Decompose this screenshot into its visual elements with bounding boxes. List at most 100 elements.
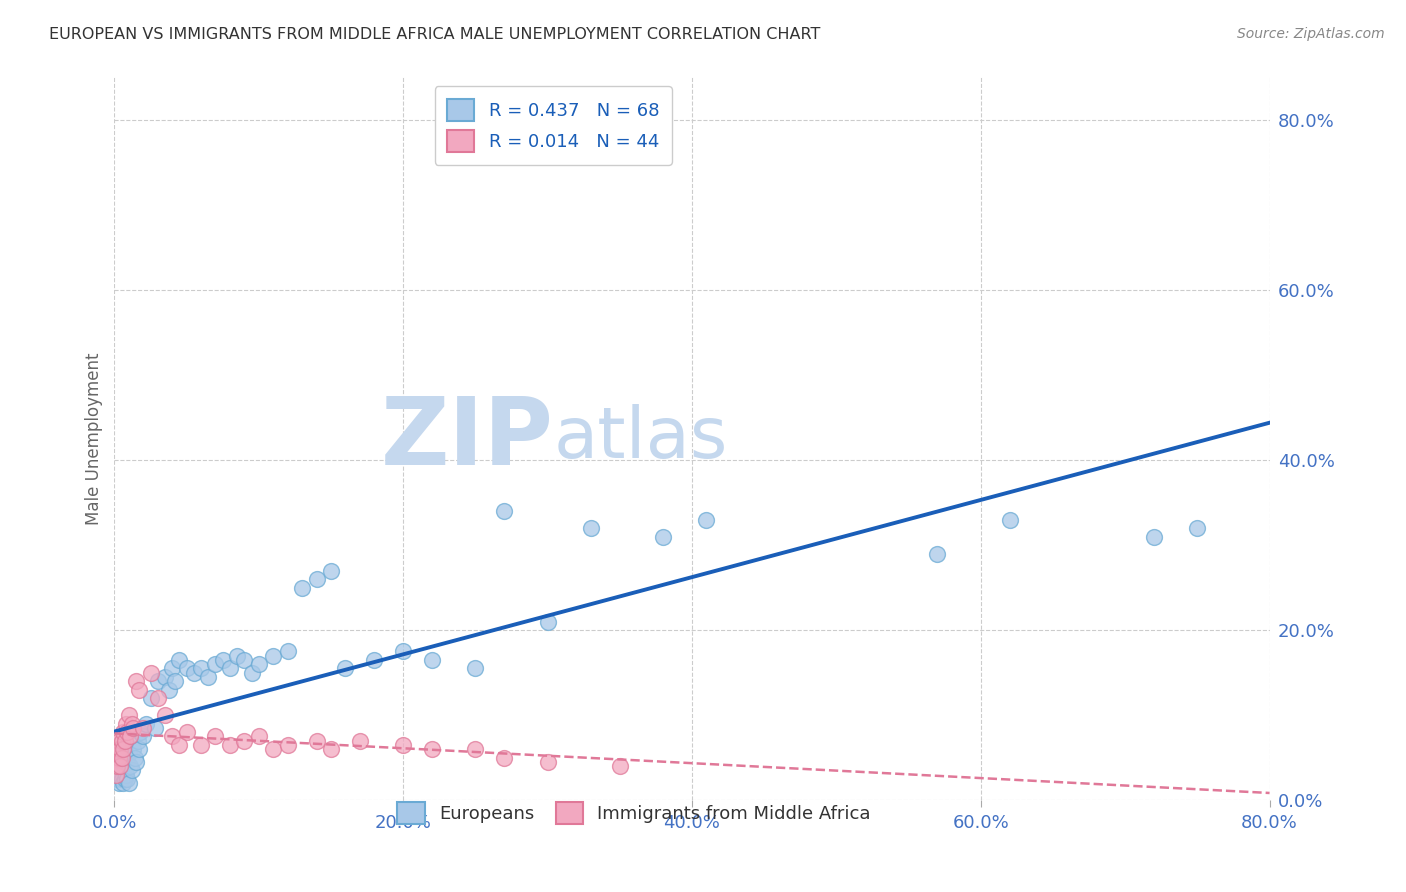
- Point: [127, 733, 149, 747]
- Point: [305, 733, 328, 747]
- Point: [107, 733, 129, 747]
- Point: [107, 750, 129, 764]
- Point: [112, 776, 135, 790]
- Point: [420, 742, 443, 756]
- Point: [392, 644, 415, 658]
- Point: [132, 730, 155, 744]
- Point: [291, 581, 314, 595]
- Point: [143, 721, 166, 735]
- Point: [204, 657, 226, 672]
- Point: [494, 504, 516, 518]
- Point: [122, 721, 145, 735]
- Point: [219, 661, 242, 675]
- Point: [121, 716, 143, 731]
- Legend: Europeans, Immigrants from Middle Africa: Europeans, Immigrants from Middle Africa: [387, 791, 882, 835]
- Point: [111, 772, 134, 786]
- Point: [609, 759, 631, 773]
- Point: [115, 768, 138, 782]
- Point: [277, 738, 299, 752]
- Point: [204, 730, 226, 744]
- Point: [105, 750, 128, 764]
- Point: [118, 708, 141, 723]
- Point: [247, 657, 270, 672]
- Point: [135, 716, 157, 731]
- Point: [169, 738, 191, 752]
- Point: [363, 653, 385, 667]
- Point: [118, 747, 141, 761]
- Point: [107, 759, 129, 773]
- Point: [139, 691, 162, 706]
- Point: [219, 738, 242, 752]
- Point: [111, 750, 134, 764]
- Point: [107, 776, 129, 790]
- Text: EUROPEAN VS IMMIGRANTS FROM MIDDLE AFRICA MALE UNEMPLOYMENT CORRELATION CHART: EUROPEAN VS IMMIGRANTS FROM MIDDLE AFRIC…: [49, 27, 821, 42]
- Text: Source: ZipAtlas.com: Source: ZipAtlas.com: [1237, 27, 1385, 41]
- Point: [197, 670, 219, 684]
- Point: [1187, 521, 1209, 535]
- Point: [108, 747, 131, 761]
- Point: [176, 661, 198, 675]
- Point: [124, 750, 146, 764]
- Point: [247, 730, 270, 744]
- Point: [114, 733, 136, 747]
- Point: [120, 759, 142, 773]
- Point: [139, 665, 162, 680]
- Point: [105, 759, 128, 773]
- Point: [157, 682, 180, 697]
- Point: [226, 648, 249, 663]
- Point: [349, 733, 371, 747]
- Point: [927, 547, 949, 561]
- Point: [111, 755, 134, 769]
- Point: [464, 742, 486, 756]
- Point: [104, 755, 127, 769]
- Point: [112, 750, 135, 764]
- Point: [536, 615, 558, 629]
- Point: [190, 661, 212, 675]
- Point: [579, 521, 602, 535]
- Point: [153, 708, 176, 723]
- Point: [169, 653, 191, 667]
- Point: [122, 742, 145, 756]
- Point: [536, 755, 558, 769]
- Point: [132, 721, 155, 735]
- Point: [104, 768, 127, 782]
- Point: [494, 750, 516, 764]
- Point: [165, 674, 187, 689]
- Point: [128, 682, 150, 697]
- Point: [104, 750, 127, 764]
- Point: [146, 674, 169, 689]
- Point: [104, 768, 127, 782]
- Point: [695, 513, 717, 527]
- Point: [319, 742, 342, 756]
- Point: [392, 738, 415, 752]
- Point: [176, 725, 198, 739]
- Point: [111, 733, 134, 747]
- Point: [128, 742, 150, 756]
- Text: ZIP: ZIP: [381, 392, 554, 485]
- Point: [190, 738, 212, 752]
- Point: [120, 730, 142, 744]
- Point: [233, 733, 256, 747]
- Point: [114, 759, 136, 773]
- Point: [464, 661, 486, 675]
- Point: [211, 653, 233, 667]
- Point: [115, 716, 138, 731]
- Point: [319, 564, 342, 578]
- Point: [420, 653, 443, 667]
- Point: [183, 665, 205, 680]
- Point: [160, 661, 183, 675]
- Point: [121, 764, 143, 778]
- Point: [305, 572, 328, 586]
- Point: [335, 661, 357, 675]
- Point: [105, 742, 128, 756]
- Point: [652, 530, 675, 544]
- Point: [115, 747, 138, 761]
- Point: [233, 653, 256, 667]
- Point: [262, 648, 284, 663]
- Point: [262, 742, 284, 756]
- Point: [998, 513, 1021, 527]
- Point: [160, 730, 183, 744]
- Point: [277, 644, 299, 658]
- Point: [146, 691, 169, 706]
- Point: [108, 742, 131, 756]
